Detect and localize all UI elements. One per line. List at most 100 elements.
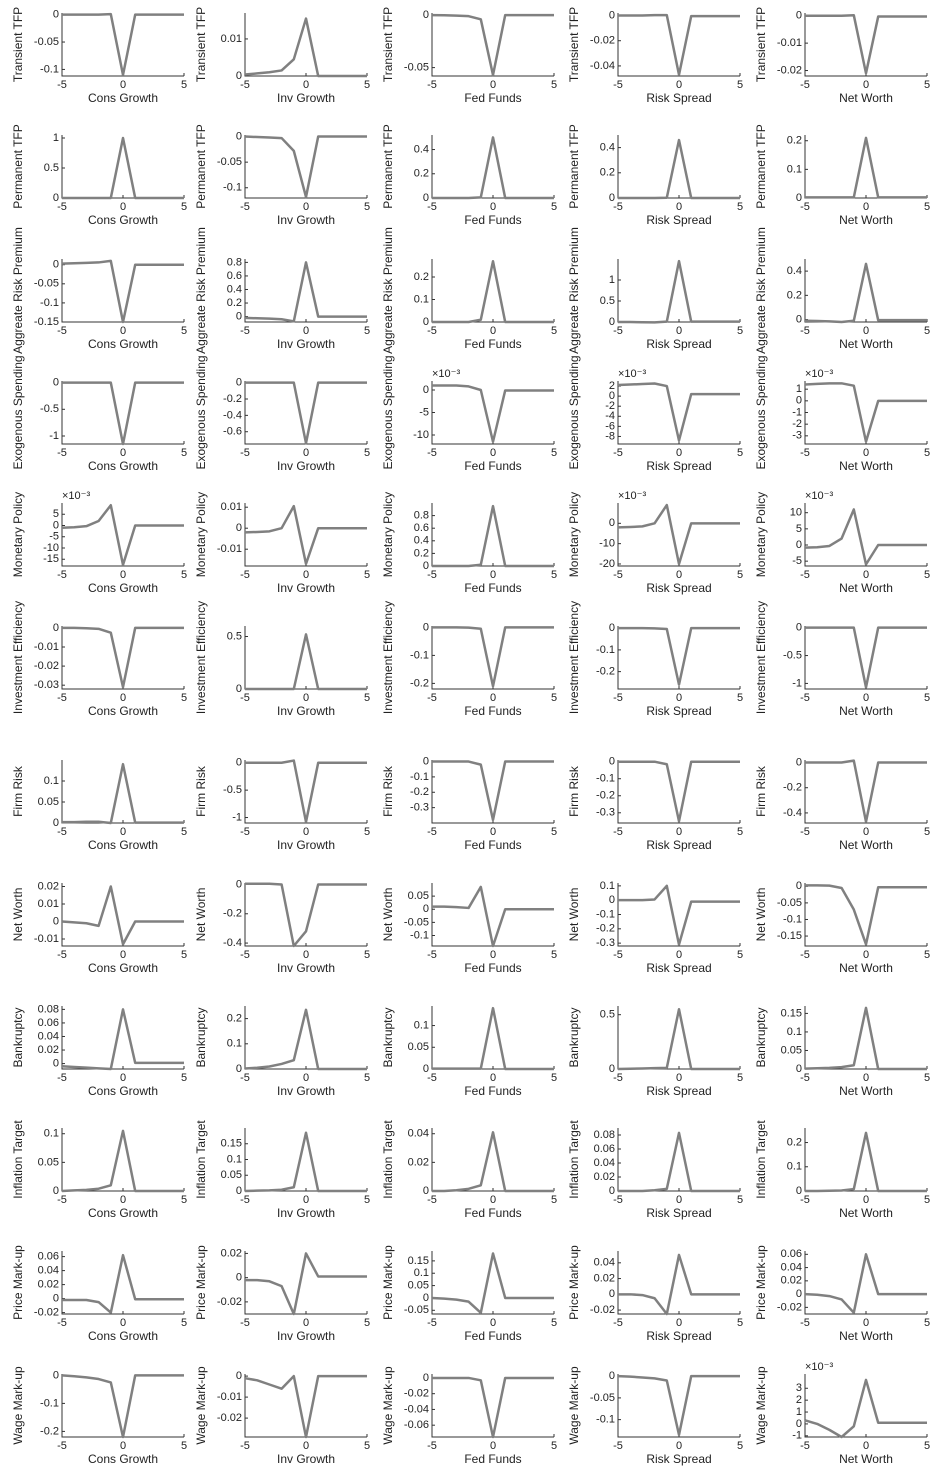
y-tick-label: 0.05 — [408, 1041, 429, 1053]
axes — [617, 760, 740, 824]
x-axis-label: Cons Growth — [88, 581, 158, 595]
x-tick-label: -5 — [57, 447, 67, 459]
y-tick-label: 0 — [609, 192, 615, 204]
y-axis-label: Net Worth — [754, 888, 768, 942]
x-tick-label: 0 — [120, 1072, 126, 1084]
y-tick-label: 0 — [423, 384, 429, 396]
x-tick-label: 5 — [181, 692, 187, 704]
y-tick-label: -0.1 — [783, 913, 802, 925]
data-line — [805, 13, 927, 75]
data-line — [62, 762, 184, 825]
data-line — [431, 13, 554, 77]
y-tick-label: 0.06 — [38, 1017, 59, 1029]
axes — [431, 13, 554, 77]
y-tick-label: 0 — [796, 192, 802, 204]
x-tick-label: 0 — [490, 692, 496, 704]
x-axis-label: Inv Growth — [277, 459, 335, 473]
x-tick-label: 5 — [924, 1317, 930, 1329]
y-tick-label: 0 — [796, 880, 802, 892]
y-tick-label: 0.04 — [594, 1257, 615, 1269]
y-tick-label: 0.5 — [227, 630, 242, 642]
y-tick-label: -0.4 — [223, 937, 242, 949]
y-tick-label: -0.01 — [217, 543, 242, 555]
data-line — [61, 1008, 184, 1071]
x-tick-label: 5 — [364, 1194, 370, 1206]
y-tick-label: 0 — [796, 539, 802, 551]
x-tick-label: -5 — [427, 692, 437, 704]
y-tick-label: -0.1 — [410, 649, 429, 661]
data-line — [244, 261, 367, 323]
x-axis-label: Net Worth — [839, 459, 893, 473]
y-tick-label: 0 — [609, 316, 615, 328]
y-tick-label: 0.08 — [38, 1003, 59, 1015]
y-tick-label: -1 — [49, 430, 59, 442]
y-tick-label: 0.1 — [600, 880, 615, 892]
y-tick-label: 0.4 — [414, 535, 429, 547]
x-tick-label: -5 — [613, 1317, 623, 1329]
x-tick-label: 5 — [181, 325, 187, 337]
y-tick-label: -8 — [605, 430, 615, 442]
y-axis-label: Monetary Policy — [754, 492, 768, 577]
y-tick-label: 0 — [796, 622, 802, 634]
data-line — [432, 626, 554, 688]
y-tick-label: 0.2 — [414, 271, 429, 283]
y-axis-label: Inflation Target — [754, 1120, 768, 1199]
axes — [431, 760, 554, 824]
x-tick-label: -5 — [427, 325, 437, 337]
x-tick-label: -5 — [613, 949, 623, 961]
x-axis-label: Net Worth — [839, 91, 893, 105]
x-tick-label: 0 — [303, 1317, 309, 1329]
y-tick-label: 0 — [609, 390, 615, 402]
x-axis-label: Net Worth — [839, 961, 893, 975]
x-tick-label: 5 — [364, 1072, 370, 1084]
axes — [244, 883, 367, 947]
x-tick-label: 0 — [676, 447, 682, 459]
x-axis-label: Inv Growth — [277, 581, 335, 595]
x-tick-label: 0 — [303, 1440, 309, 1452]
y-tick-label: 0.01 — [38, 898, 59, 910]
y-tick-label: 0.5 — [600, 1009, 615, 1021]
x-tick-label: -5 — [427, 569, 437, 581]
x-tick-label: 0 — [490, 1440, 496, 1452]
y-tick-label: 0.1 — [227, 1038, 242, 1050]
y-tick-label: 0.04 — [594, 1157, 615, 1169]
x-tick-label: -5 — [57, 569, 67, 581]
x-tick-label: -5 — [240, 1072, 250, 1084]
x-axis-label: Inv Growth — [277, 1452, 335, 1466]
y-tick-label: 0 — [423, 903, 429, 915]
y-axis-label: Firm Risk — [194, 765, 208, 817]
x-tick-label: 5 — [181, 1194, 187, 1206]
y-tick-label: -0.5 — [223, 784, 242, 796]
x-tick-label: -5 — [240, 826, 250, 838]
axes — [617, 259, 740, 323]
y-tick-label: -0.01 — [34, 933, 59, 945]
y-tick-label: -0.2 — [596, 923, 615, 935]
y-tick-label: -0.02 — [777, 1301, 802, 1313]
x-axis-label: Cons Growth — [88, 704, 158, 718]
x-tick-label: 5 — [737, 1072, 743, 1084]
y-tick-label: -0.6 — [223, 426, 242, 438]
y-tick-label: 0 — [53, 259, 59, 271]
x-tick-label: 5 — [181, 447, 187, 459]
x-tick-label: -5 — [613, 1072, 623, 1084]
x-tick-label: 0 — [303, 949, 309, 961]
x-tick-label: 0 — [120, 692, 126, 704]
data-line — [618, 1253, 740, 1316]
x-tick-label: 0 — [490, 826, 496, 838]
y-tick-label: 0.2 — [787, 289, 802, 301]
x-tick-label: 0 — [303, 325, 309, 337]
y-tick-label: -0.04 — [590, 60, 615, 72]
y-axis-label: Net Worth — [381, 888, 395, 942]
y-axis-label: Permanent TFP — [754, 124, 768, 208]
data-line — [62, 381, 184, 446]
y-tick-label: 0 — [796, 1418, 802, 1430]
y-tick-label: 0 — [609, 1185, 615, 1197]
axes — [804, 626, 927, 690]
data-line — [61, 1129, 184, 1193]
x-tick-label: 5 — [924, 79, 930, 91]
data-line — [62, 136, 184, 200]
data-line — [61, 885, 184, 946]
y-tick-label: 1 — [53, 132, 59, 144]
x-tick-label: -5 — [800, 826, 810, 838]
y-tick-label: 0.02 — [38, 1044, 59, 1056]
